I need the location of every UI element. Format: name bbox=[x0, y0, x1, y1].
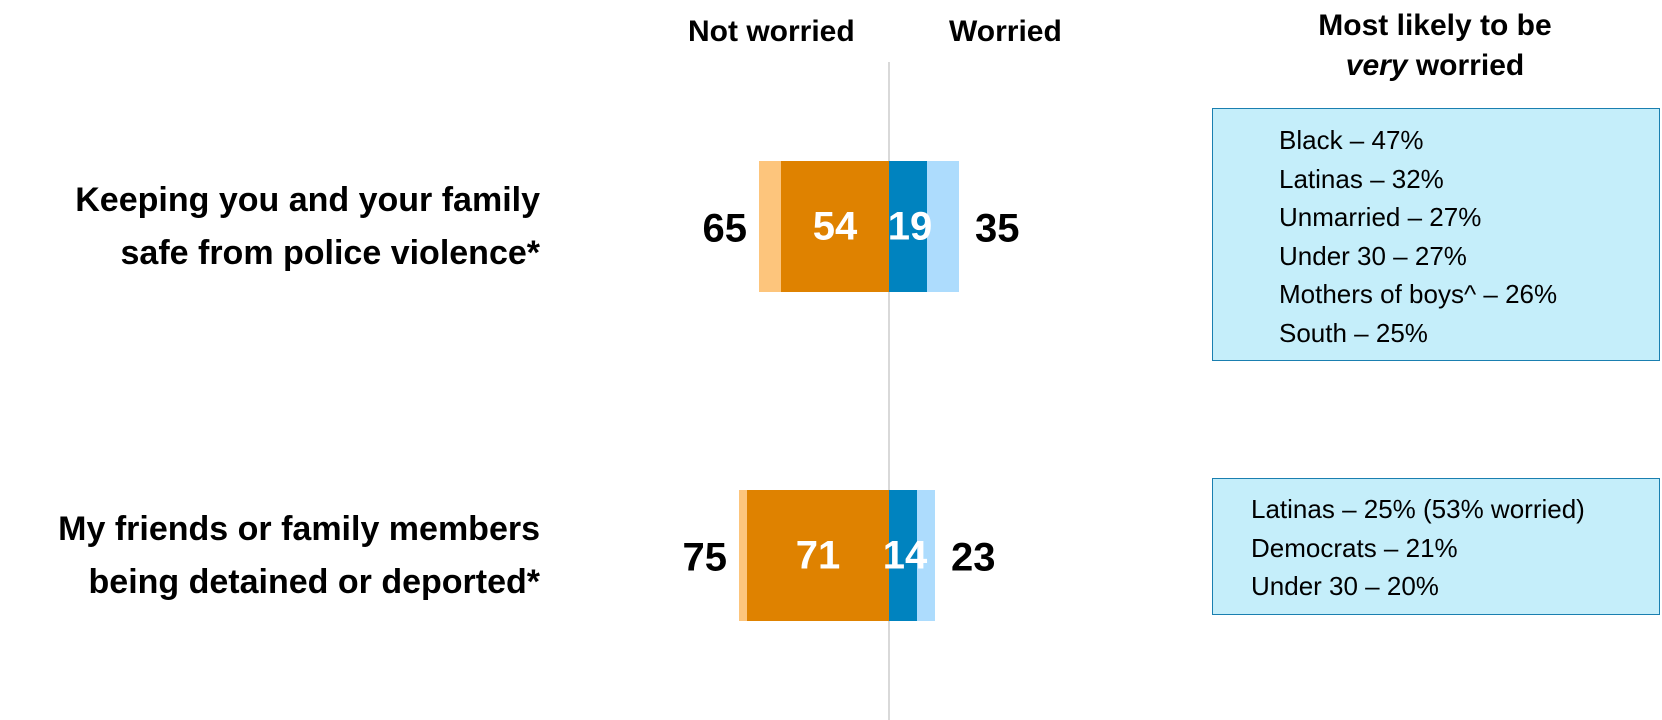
row-label-deported-line1: My friends or family members bbox=[58, 510, 540, 548]
row-label-deported: My friends or family members being detai… bbox=[0, 503, 540, 609]
bar-worried-somewhat bbox=[927, 161, 959, 292]
bar-not-worried-strong bbox=[747, 490, 889, 621]
row-label-police: Keeping you and your family safe from po… bbox=[0, 174, 540, 280]
header-most-likely: Most likely to be very worried bbox=[1235, 6, 1635, 86]
callout-item: Latinas – 32% bbox=[1279, 163, 1444, 194]
header-worried-word: worried bbox=[1407, 49, 1525, 82]
row-label-police-line2: safe from police violence* bbox=[120, 234, 541, 272]
bar-not-worried-somewhat bbox=[739, 490, 747, 621]
callout-police: Black – 47% Latinas – 32% Unmarried – 27… bbox=[1212, 108, 1660, 361]
header-very-emphasis: very bbox=[1345, 49, 1408, 82]
bar-worried-somewhat bbox=[917, 490, 935, 621]
callout-item: Unmarried – 27% bbox=[1279, 202, 1482, 232]
label-not-worried-strong: 54 bbox=[813, 205, 858, 249]
header-most-likely-line1: Most likely to be bbox=[1318, 9, 1552, 42]
row-label-deported-line2: being detained or deported* bbox=[88, 563, 540, 601]
callout-item: Under 30 – 27% bbox=[1279, 240, 1467, 271]
header-worried: Worried bbox=[949, 15, 1062, 48]
callout-item: South – 25% bbox=[1279, 317, 1428, 348]
header-not-worried: Not worried bbox=[688, 15, 855, 48]
bar-not-worried-somewhat bbox=[759, 161, 781, 292]
header-most-likely-line2: very worried bbox=[1235, 46, 1635, 86]
callout-item: Latinas – 25% (53% worried) bbox=[1251, 494, 1585, 524]
callout-deported: Latinas – 25% (53% worried) Democrats – … bbox=[1212, 478, 1660, 615]
bar-worried-strong bbox=[889, 490, 917, 621]
label-not-worried-total: 75 bbox=[683, 536, 728, 580]
bar-worried-strong bbox=[889, 161, 927, 292]
label-worried-strong: 14 bbox=[883, 534, 928, 578]
callout-item: Mothers of boys^ – 26% bbox=[1279, 279, 1558, 309]
label-not-worried-total: 65 bbox=[703, 207, 748, 251]
row-label-police-line1: Keeping you and your family bbox=[75, 181, 540, 219]
callout-item: Democrats – 21% bbox=[1251, 532, 1458, 563]
bar-not-worried-strong bbox=[781, 161, 889, 292]
label-not-worried-strong: 71 bbox=[796, 534, 841, 578]
callout-item: Under 30 – 20% bbox=[1251, 571, 1439, 601]
label-worried-strong: 19 bbox=[888, 205, 933, 249]
center-axis-line bbox=[888, 62, 890, 720]
callout-item: Black – 47% bbox=[1279, 125, 1424, 155]
label-worried-total: 35 bbox=[975, 207, 1020, 251]
label-worried-total: 23 bbox=[951, 536, 996, 580]
